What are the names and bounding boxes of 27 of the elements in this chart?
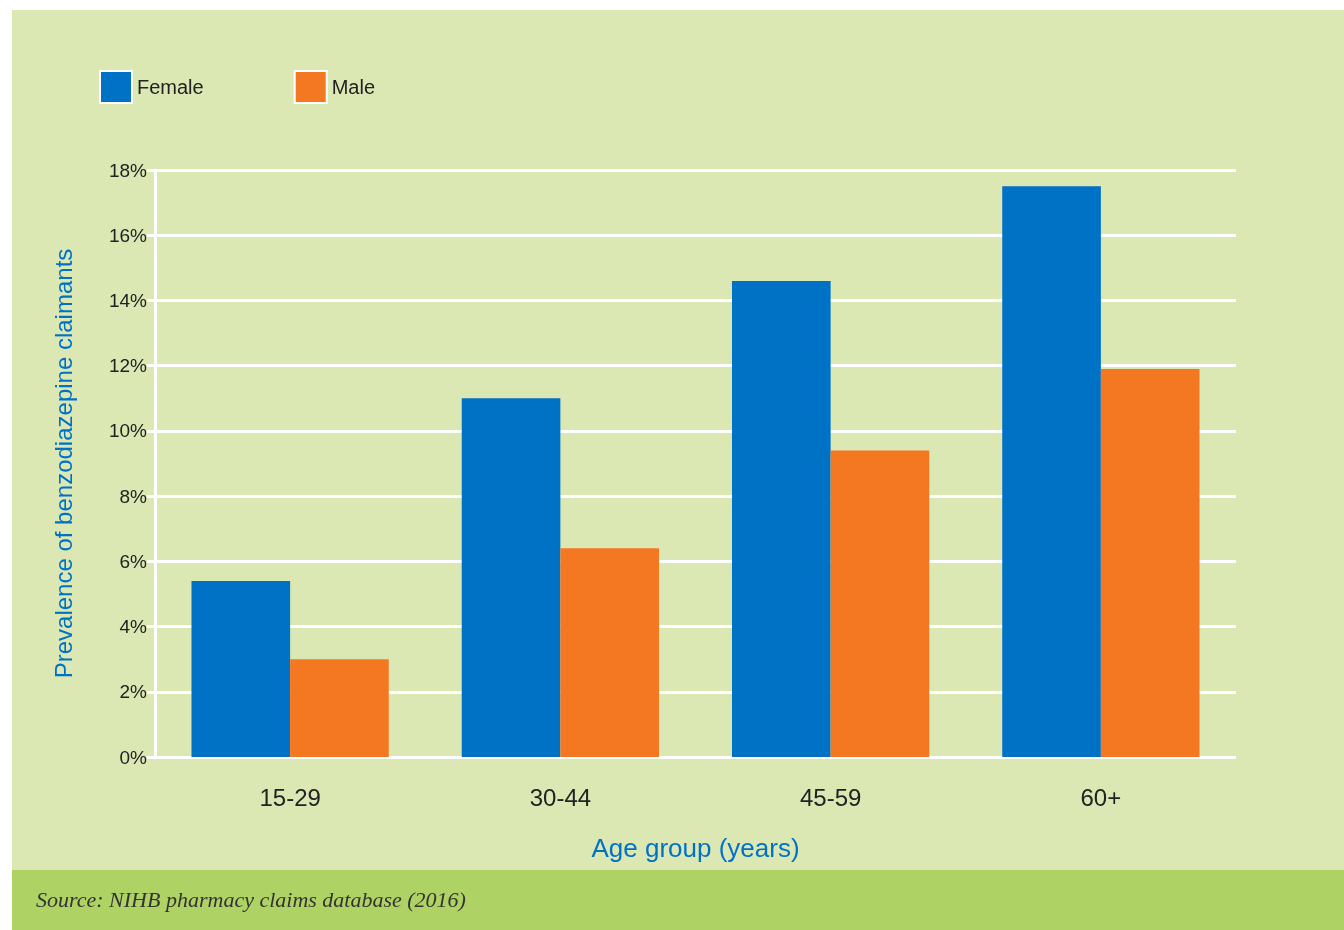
x-tick-label: 30-44 <box>529 783 592 811</box>
bar <box>191 580 291 757</box>
bar <box>560 548 660 757</box>
bar <box>290 659 389 757</box>
y-axis-title: Prevalence of benzodiazepine claimants <box>49 248 77 679</box>
bar <box>1002 186 1101 757</box>
bar <box>1100 368 1200 757</box>
y-tick-label: 16% <box>108 224 148 246</box>
x-tick-label: 60+ <box>1080 783 1122 811</box>
x-axis-title: Age group (years) <box>591 833 800 863</box>
source-note: Source: NIHB pharmacy claims database (2016) <box>12 870 1344 930</box>
x-tick-label: 15-29 <box>259 783 321 811</box>
y-tick-label: 8% <box>119 485 148 507</box>
bar <box>461 398 561 757</box>
y-tick-label: 6% <box>119 550 148 572</box>
bar <box>830 450 930 757</box>
y-tick-label: 12% <box>108 355 148 377</box>
y-tick-label: 14% <box>108 289 148 311</box>
legend-label: Male <box>331 76 376 98</box>
y-tick-label: 2% <box>119 681 148 703</box>
y-tick-label: 18% <box>108 159 148 181</box>
bar <box>731 280 831 757</box>
y-tick-label: 10% <box>108 420 148 442</box>
y-tick-label: 4% <box>119 616 148 638</box>
x-tick-label: 45-59 <box>799 783 862 811</box>
legend-label: Female <box>137 76 204 98</box>
y-tick-label: 0% <box>119 746 148 768</box>
